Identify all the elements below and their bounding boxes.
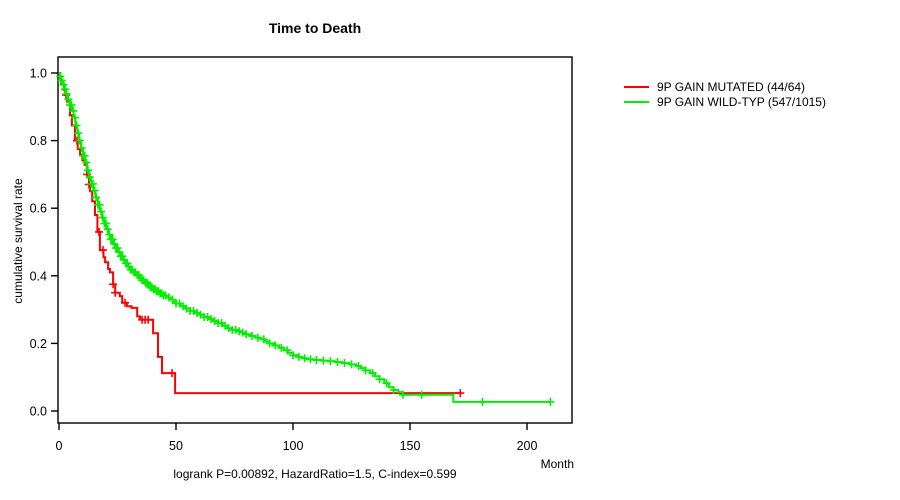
legend-label-wild-typ: 9P GAIN WILD-TYP (547/1015)	[657, 94, 826, 109]
chart-title: Time to Death	[268, 20, 362, 36]
censor-marks-wild-typ	[56, 72, 555, 406]
legend-item-wild-typ: 9P GAIN WILD-TYP (547/1015)	[624, 94, 826, 109]
y-axis-label: cumulative survival rate	[11, 178, 25, 304]
logrank-stats-annotation: logrank P=0.00892, HazardRatio=1.5, C-in…	[173, 467, 457, 481]
censor-marks-mutated	[62, 91, 465, 398]
y-axis-tick-label: 0.2	[30, 337, 47, 351]
y-axis-tick-label: 0.8	[30, 134, 47, 148]
y-axis-tick-label: 0.4	[30, 269, 47, 283]
legend-line-mutated	[624, 85, 649, 88]
plot-border	[57, 56, 573, 424]
x-axis-label: Month	[540, 457, 574, 471]
x-axis-tick-label: 200	[517, 439, 538, 453]
survival-curve-mutated	[59, 72, 461, 395]
y-axis-tick-label: 0.0	[30, 405, 47, 419]
x-axis-tick-label: 50	[169, 439, 183, 453]
x-axis-tick-label: 0	[56, 439, 63, 453]
y-axis-tick-label: 1.0	[30, 67, 47, 81]
y-axis-tick-label: 0.6	[30, 202, 47, 216]
survival-curve-wild-typ	[59, 72, 551, 403]
legend-line-wild-typ	[624, 100, 649, 103]
x-axis-tick-label: 100	[283, 439, 304, 453]
legend: 9P GAIN MUTATED (44/64) 9P GAIN WILD-TYP…	[624, 79, 826, 109]
legend-label-mutated: 9P GAIN MUTATED (44/64)	[657, 79, 806, 94]
legend-item-mutated: 9P GAIN MUTATED (44/64)	[624, 79, 826, 94]
x-axis-tick-label: 150	[400, 439, 421, 453]
